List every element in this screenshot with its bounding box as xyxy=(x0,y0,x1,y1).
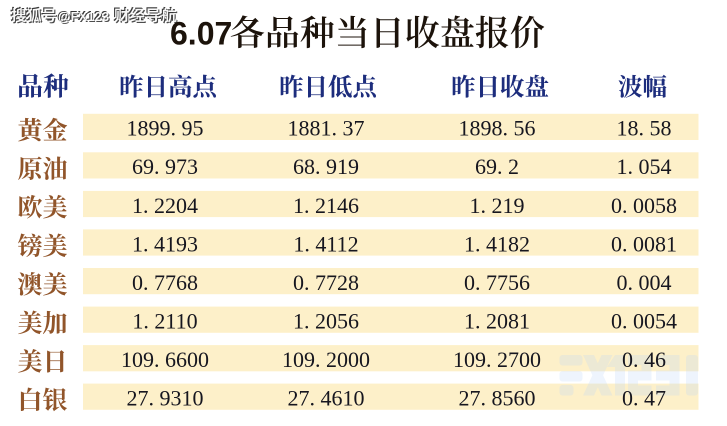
svg-text:@FX123: @FX123 xyxy=(59,11,110,25)
svg-text:69. 973: 69. 973 xyxy=(132,154,198,179)
svg-text:1. 054: 1. 054 xyxy=(617,154,672,179)
svg-text:1. 4193: 1. 4193 xyxy=(132,231,198,256)
svg-text:109. 2700: 109. 2700 xyxy=(453,347,541,372)
svg-text:1. 2204: 1. 2204 xyxy=(132,193,198,218)
svg-text:0. 46: 0. 46 xyxy=(622,347,666,372)
svg-text:0. 0058: 0. 0058 xyxy=(611,193,677,218)
svg-text:18. 58: 18. 58 xyxy=(617,116,672,141)
svg-text:1. 219: 1. 219 xyxy=(470,193,525,218)
svg-text:27. 9310: 27. 9310 xyxy=(127,386,204,411)
svg-text:@FX123: @FX123 xyxy=(57,9,108,23)
svg-text:1898. 56: 1898. 56 xyxy=(459,116,536,141)
svg-text:1. 2056: 1. 2056 xyxy=(293,308,359,333)
svg-text:27. 4610: 27. 4610 xyxy=(288,386,365,411)
svg-text:1. 4182: 1. 4182 xyxy=(464,231,530,256)
svg-text:0. 7756: 0. 7756 xyxy=(464,270,530,295)
svg-text:1881. 37: 1881. 37 xyxy=(288,116,365,141)
svg-text:0. 7768: 0. 7768 xyxy=(132,270,198,295)
svg-text:109. 6600: 109. 6600 xyxy=(121,347,209,372)
svg-text:@FX123: @FX123 xyxy=(58,10,109,24)
svg-text:1. 2110: 1. 2110 xyxy=(132,308,197,333)
svg-text:109. 2000: 109. 2000 xyxy=(282,347,370,372)
svg-text:69. 2: 69. 2 xyxy=(475,154,519,179)
svg-text:1899. 95: 1899. 95 xyxy=(127,116,204,141)
svg-text:27. 8560: 27. 8560 xyxy=(459,386,536,411)
svg-text:0. 004: 0. 004 xyxy=(617,270,672,295)
svg-text:0. 7728: 0. 7728 xyxy=(293,270,359,295)
svg-text:1. 2146: 1. 2146 xyxy=(293,193,359,218)
svg-text:1. 2081: 1. 2081 xyxy=(464,308,530,333)
svg-text:0. 0081: 0. 0081 xyxy=(611,231,677,256)
svg-text:0. 0054: 0. 0054 xyxy=(611,308,677,333)
svg-text:1. 4112: 1. 4112 xyxy=(293,231,358,256)
svg-text:0. 47: 0. 47 xyxy=(622,386,666,411)
svg-text:6.07: 6.07 xyxy=(170,15,232,51)
svg-text:68. 919: 68. 919 xyxy=(293,154,359,179)
